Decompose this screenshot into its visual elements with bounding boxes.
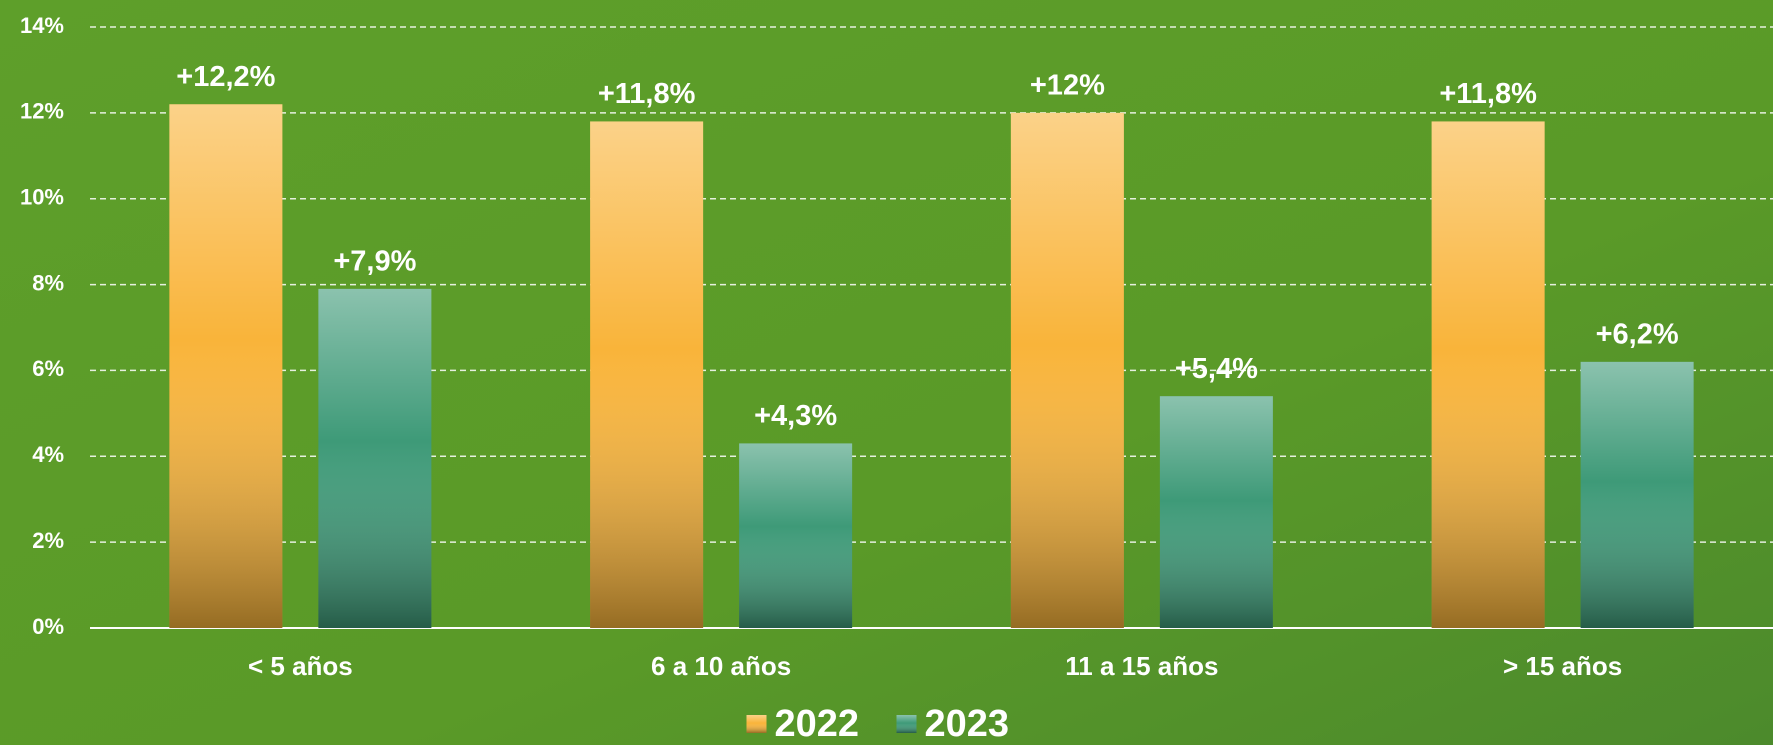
legend-swatch-shade	[896, 715, 917, 733]
y-tick-label: 6%	[32, 356, 64, 381]
value-label: +5,4%	[1175, 353, 1258, 385]
value-label: +11,8%	[1439, 78, 1537, 110]
x-tick-label: < 5 años	[248, 651, 353, 681]
x-tick-label: 6 a 10 años	[651, 651, 791, 681]
x-tick-label: > 15 años	[1503, 651, 1622, 681]
bar	[318, 288, 432, 628]
legend-label: 2022	[775, 703, 860, 745]
y-tick-label: 14%	[20, 13, 64, 38]
value-label: +11,8%	[598, 78, 696, 110]
value-label: +4,3%	[754, 400, 837, 432]
y-tick-label: 12%	[20, 99, 64, 124]
y-tick-label: 4%	[32, 442, 64, 467]
y-tick-label: 10%	[20, 185, 64, 210]
value-label: +7,9%	[333, 246, 416, 278]
value-label: +6,2%	[1596, 318, 1679, 350]
bar	[1010, 112, 1124, 629]
bar	[169, 104, 283, 629]
legend-label: 2023	[925, 703, 1010, 745]
bar	[739, 443, 853, 628]
y-tick-label: 0%	[32, 614, 64, 639]
bar	[1431, 121, 1545, 628]
value-label: +12,2%	[176, 61, 275, 93]
x-tick-label: 11 a 15 años	[1065, 651, 1218, 681]
bar	[590, 121, 704, 628]
bar	[1159, 396, 1273, 628]
bar	[1580, 361, 1694, 628]
value-label: +12%	[1030, 70, 1105, 102]
legend-swatch-shade	[746, 715, 767, 733]
y-tick-label: 8%	[32, 270, 64, 295]
y-tick-label: 2%	[32, 528, 64, 553]
